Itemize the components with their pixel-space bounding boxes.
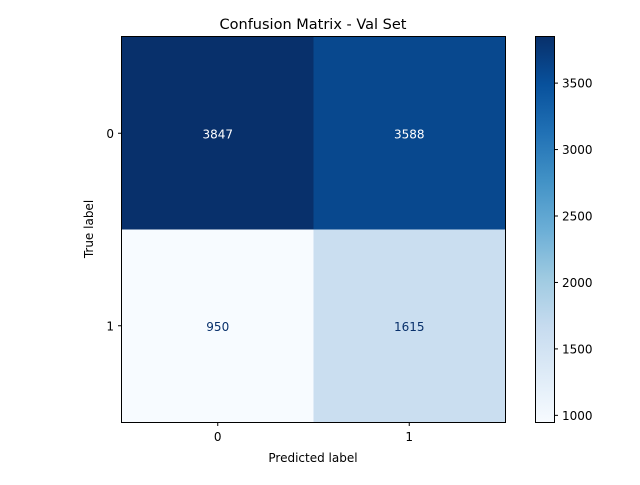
chart-title: Confusion Matrix - Val Set: [220, 17, 407, 33]
colorbar-tick-label: 2000: [562, 276, 593, 290]
x-axis-label: Predicted label: [268, 451, 357, 465]
cell-value-label: 3847: [202, 127, 233, 141]
y-tick-label: 1: [106, 319, 114, 333]
heatmap-cell-r1-c1: [313, 229, 506, 423]
heatmap-cell-r0-c1: [313, 37, 506, 230]
colorbar-tick-label: 1000: [562, 409, 593, 423]
colorbar-tick-label: 3000: [562, 143, 593, 157]
y-axis-ticks: 01: [106, 127, 122, 333]
heatmap-cell-r1-c0: [122, 229, 314, 423]
colorbar-ticks: 1000 1500 2000 2500 3000 3500: [554, 77, 593, 423]
y-axis-label: True label: [82, 200, 96, 259]
y-tick-label: 0: [106, 127, 114, 141]
x-tick-label: 0: [214, 430, 222, 444]
colorbar-tick-label: 1500: [562, 342, 593, 356]
heatmap-cell-r0-c0: [122, 37, 314, 230]
cell-value-label: 950: [206, 320, 229, 334]
colorbar-tick-label: 3500: [562, 77, 593, 91]
cell-value-labels: 3847 3588 950 1615: [202, 127, 424, 334]
colorbar: [535, 36, 555, 423]
heatmap-cells: [122, 37, 506, 423]
cell-value-label: 3588: [394, 127, 425, 141]
x-tick-label: 1: [405, 430, 413, 444]
colorbar-tick-label: 2500: [562, 210, 593, 224]
cell-value-label: 1615: [394, 320, 425, 334]
plot-frame: [121, 36, 506, 423]
